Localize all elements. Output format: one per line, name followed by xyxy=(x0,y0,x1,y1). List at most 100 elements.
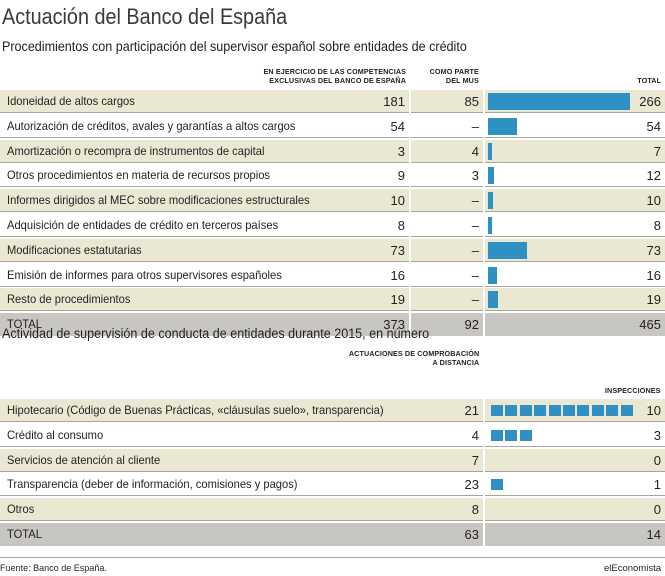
inspections-value: 0 xyxy=(653,502,661,518)
row-label: Informes dirigidos al MEC sobre modifica… xyxy=(7,193,310,208)
row-label: Transparencia (deber de información, com… xyxy=(7,477,298,492)
table-row: Servicios de atención al cliente 7 0 xyxy=(0,448,665,472)
row-label: Otros procedimientos en materia de recur… xyxy=(7,168,271,183)
exclusive-value: 54 xyxy=(390,118,405,134)
table-row: Hipotecario (Código de Buenas Prácticas,… xyxy=(0,399,665,422)
total-value: 12 xyxy=(646,168,661,184)
inspection-square xyxy=(563,405,575,416)
row-label: Modificaciones estatutarias xyxy=(7,242,142,257)
inspections-value: 0 xyxy=(653,452,661,468)
inspections-value: 10 xyxy=(646,403,661,418)
inspection-square xyxy=(620,405,633,416)
table-row: Idoneidad de altos cargos 181 85 266 xyxy=(0,90,665,113)
total-bar xyxy=(488,192,494,210)
column-separator xyxy=(409,114,411,138)
inspections-value: 3 xyxy=(653,427,661,443)
column-separator xyxy=(483,139,485,163)
column-separator xyxy=(409,263,411,287)
table-row: Autorización de créditos, avales y garan… xyxy=(0,114,665,138)
total-value: 19 xyxy=(646,292,661,308)
table2-total-row: TOTAL 63 14 xyxy=(0,523,665,546)
row-label: Servicios de atención al cliente xyxy=(7,452,161,467)
column-separator xyxy=(409,164,411,188)
column-separator xyxy=(483,238,485,262)
total-value: 54 xyxy=(646,118,661,134)
table1-total-row: TOTAL 373 92 465 xyxy=(0,313,665,337)
total-value: 10 xyxy=(646,193,661,209)
column-separator xyxy=(409,189,411,213)
total-bar xyxy=(488,217,493,234)
column-separator xyxy=(483,473,485,497)
table2-header-inspections: INSPECCIONES xyxy=(605,386,661,395)
inspection-square xyxy=(491,429,503,441)
page-title: Actuación del Banco del España xyxy=(2,4,288,29)
table1-header-total-line1: TOTAL xyxy=(637,76,661,85)
exclusive-value: 3 xyxy=(397,143,405,159)
column-separator xyxy=(483,214,485,237)
column-separator xyxy=(483,164,485,188)
inspection-square xyxy=(534,405,547,416)
total-value: 16 xyxy=(646,267,661,283)
table2-header-remote-line2: A DISTANCIA xyxy=(432,358,479,367)
exclusive-value: 19 xyxy=(390,292,405,308)
table2-subtitle: Actividad de supervisión de conducta de … xyxy=(2,326,430,341)
exclusive-value: 9 xyxy=(397,168,405,184)
mus-value: 4 xyxy=(471,143,479,159)
table2-header-remote: ACTUACIONES DE COMPROBACIÓN A DISTANCIA xyxy=(349,349,479,367)
remote-value: 21 xyxy=(464,403,479,418)
exclusive-value: 10 xyxy=(390,193,405,209)
column-separator xyxy=(409,214,411,237)
table-row: Modificaciones estatutarias 73 – 73 xyxy=(0,238,665,262)
table1-header-mus-line2: DEL MUS xyxy=(445,76,479,85)
inspection-square xyxy=(577,405,590,416)
table1-header-exclusive: EN EJERCICIO DE LAS COMPETENCIAS EXCLUSI… xyxy=(263,67,406,85)
row-label: Emisión de informes para otros superviso… xyxy=(7,267,282,282)
column-separator xyxy=(409,139,411,163)
inspection-square xyxy=(548,405,561,416)
exclusive-value: 373 xyxy=(383,317,405,333)
mus-value: – xyxy=(471,242,479,258)
remote-value: 23 xyxy=(464,477,479,493)
table-row: Adquisición de entidades de crédito en t… xyxy=(0,214,665,237)
table2-header-inspections-line1: INSPECCIONES xyxy=(605,386,661,395)
total-value: 266 xyxy=(639,94,661,109)
mus-value: 85 xyxy=(464,94,479,109)
table-row: Resto de procedimientos 19 – 19 xyxy=(0,288,665,312)
exclusive-value: 16 xyxy=(390,267,405,283)
remote-value: 7 xyxy=(471,452,479,468)
total-bar xyxy=(488,241,527,259)
mus-value: – xyxy=(471,118,479,134)
total-value: 73 xyxy=(646,242,661,258)
row-label: Amortización o recompra de instrumentos … xyxy=(7,143,265,158)
column-separator xyxy=(409,313,411,337)
column-separator xyxy=(409,90,411,113)
mus-value: 3 xyxy=(471,168,479,184)
column-separator xyxy=(483,523,485,546)
table-row: Otros 8 0 xyxy=(0,498,665,522)
table1-header-mus-line1: COMO PARTE xyxy=(429,67,479,76)
table-row: Transparencia (deber de información, com… xyxy=(0,473,665,497)
column-separator xyxy=(483,90,485,113)
total-bar xyxy=(488,117,517,135)
total-bar xyxy=(488,291,499,309)
row-label: Autorización de créditos, avales y garan… xyxy=(7,118,296,133)
inspections-value: 14 xyxy=(646,527,661,542)
mus-value: – xyxy=(471,267,479,283)
row-label: Adquisición de entidades de crédito en t… xyxy=(7,218,279,232)
row-label: Otros xyxy=(7,502,35,517)
table1-subtitle: Procedimientos con participación del sup… xyxy=(2,39,467,54)
table1-header-total: TOTAL xyxy=(637,76,661,85)
exclusive-value: 181 xyxy=(383,94,405,109)
column-separator xyxy=(483,423,485,447)
row-label: Hipotecario (Código de Buenas Prácticas,… xyxy=(7,403,384,417)
inspection-square xyxy=(519,429,532,441)
bottom-rule xyxy=(0,557,665,558)
table-row: Informes dirigidos al MEC sobre modifica… xyxy=(0,189,665,213)
inspection-square xyxy=(491,405,503,416)
total-bar xyxy=(488,266,497,284)
column-separator xyxy=(483,114,485,138)
table1-header-exclusive-line1: EN EJERCICIO DE LAS COMPETENCIAS xyxy=(263,67,406,76)
table-row: Otros procedimientos en materia de recur… xyxy=(0,164,665,188)
row-label: TOTAL xyxy=(7,317,42,332)
column-separator xyxy=(409,238,411,262)
